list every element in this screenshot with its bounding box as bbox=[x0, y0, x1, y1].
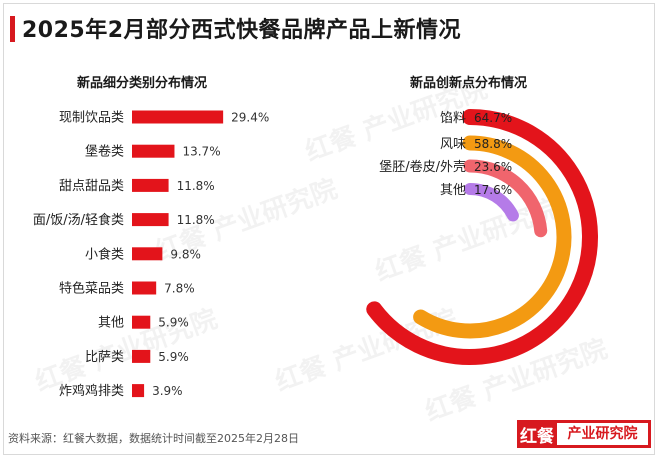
radial-chart-title: 新品创新点分布情况 bbox=[410, 76, 528, 91]
bar-value-label: 29.4% bbox=[231, 111, 269, 125]
bar bbox=[132, 281, 157, 295]
bar-category-label: 特色菜品类 bbox=[59, 281, 124, 297]
bar-value-label: 7.8% bbox=[164, 282, 195, 296]
bar-value-label: 3.9% bbox=[152, 384, 183, 398]
radial-category-label: 其他 bbox=[440, 183, 466, 198]
radial-bar bbox=[413, 135, 572, 339]
radial-category-label: 风味 bbox=[440, 137, 466, 152]
bar-value-label: 5.9% bbox=[158, 350, 189, 364]
bar-category-label: 现制饮品类 bbox=[59, 111, 124, 126]
logo-mark: 红餐 bbox=[520, 426, 554, 447]
bar-value-label: 9.8% bbox=[170, 247, 201, 261]
bar-category-label: 炸鸡鸡排类 bbox=[59, 383, 124, 399]
bar bbox=[132, 349, 151, 363]
bar-category-label: 小食类 bbox=[85, 246, 124, 262]
bar-value-label: 11.8% bbox=[177, 179, 215, 193]
title-accent-bar bbox=[10, 16, 15, 42]
chart-frame bbox=[3, 3, 655, 455]
bar-category-label: 其他 bbox=[98, 316, 124, 331]
bar bbox=[132, 247, 163, 261]
radial-value-label: 17.6% bbox=[474, 183, 512, 197]
bar-value-label: 11.8% bbox=[177, 213, 215, 227]
radial-value-label: 64.7% bbox=[474, 111, 512, 125]
bar-category-label: 甜点甜品类 bbox=[59, 178, 124, 194]
page-title: 2025年2月部分西式快餐品牌产品上新情况 bbox=[22, 18, 462, 43]
radial-value-label: 23.6% bbox=[474, 160, 512, 174]
radial-value-label: 58.8% bbox=[474, 137, 512, 151]
bar bbox=[132, 315, 151, 329]
logo-text: 产业研究院 bbox=[557, 423, 648, 445]
bar bbox=[132, 144, 175, 158]
bar-category-label: 比萨类 bbox=[85, 350, 124, 365]
radial-bar bbox=[464, 183, 519, 222]
radial-category-label: 馅料 bbox=[440, 111, 466, 126]
radial-bar bbox=[463, 159, 548, 238]
bar-value-label: 5.9% bbox=[158, 316, 189, 330]
bar bbox=[132, 384, 145, 398]
bar-chart-title: 新品细分类别分布情况 bbox=[77, 76, 208, 91]
source-note: 资料来源：红餐大数据，数据统计时间截至2025年2月28日 bbox=[8, 432, 299, 445]
bar bbox=[132, 110, 224, 124]
bar-category-label: 堡卷类 bbox=[85, 144, 124, 160]
bar bbox=[132, 178, 169, 192]
radial-category-label: 堡胚/卷皮/外壳 bbox=[379, 159, 466, 175]
bar-value-label: 13.7% bbox=[182, 145, 220, 159]
bar-category-label: 面/饭/汤/轻食类 bbox=[33, 212, 124, 228]
radial-bar bbox=[366, 109, 598, 365]
bar bbox=[132, 213, 169, 227]
brand-logo: 红餐 产业研究院 bbox=[517, 420, 651, 448]
